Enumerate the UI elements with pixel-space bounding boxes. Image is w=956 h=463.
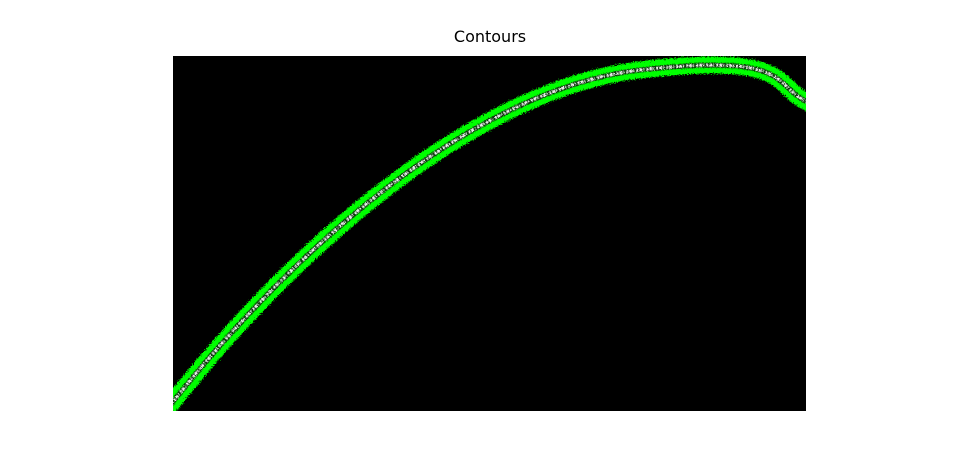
image [173,56,806,411]
title: Contours [454,27,526,46]
curve-center [173,63,806,405]
contour-band [173,56,806,411]
